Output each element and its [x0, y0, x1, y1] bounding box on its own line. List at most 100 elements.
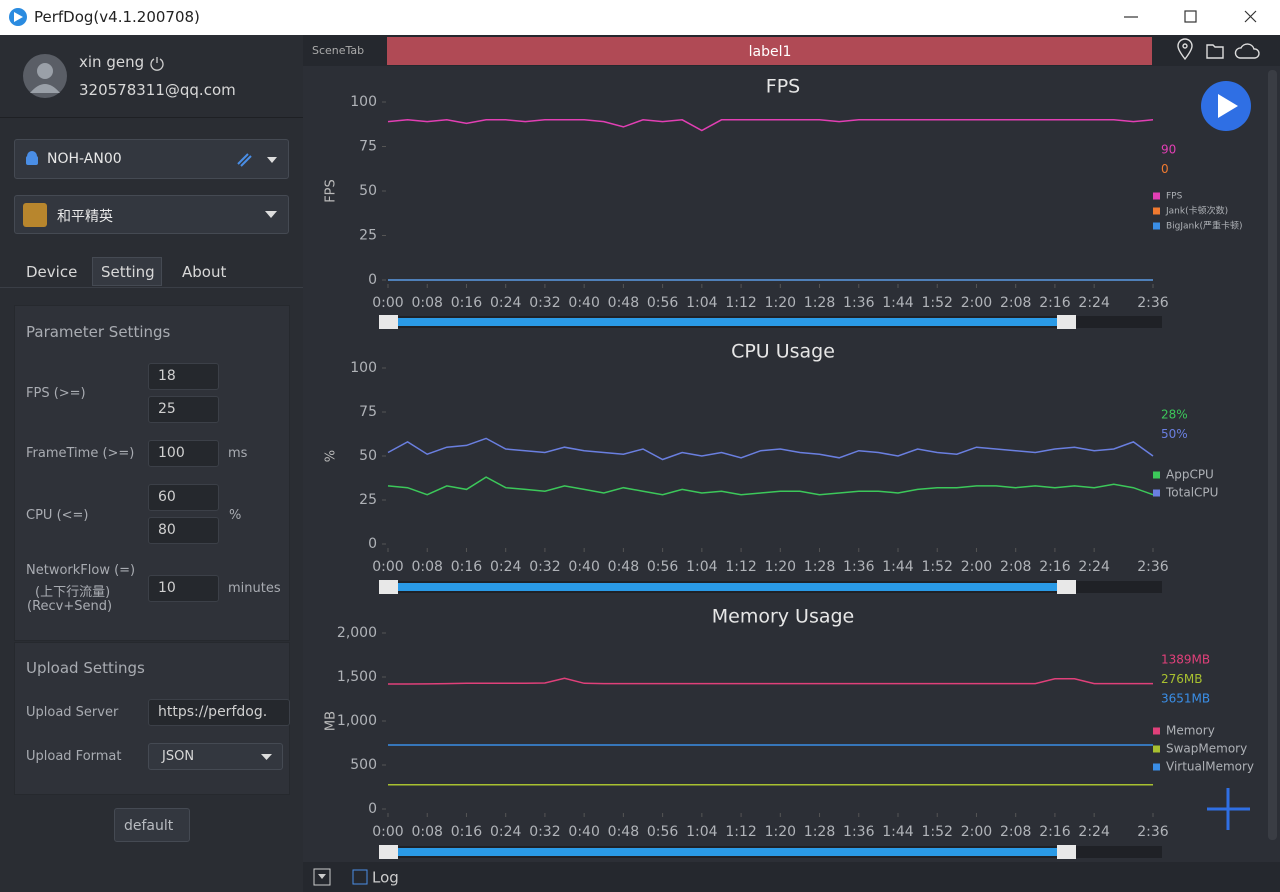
chart-title: FPS [766, 76, 800, 98]
x-tick-label: 1:12 [725, 824, 756, 840]
window-title: PerfDog(v4.1.200708) [34, 8, 200, 26]
device-select[interactable]: NOH-AN00 [14, 139, 289, 179]
input[interactable]: 18 [148, 363, 219, 390]
tab-active[interactable]: Setting [92, 257, 162, 286]
x-tick-label: 0:24 [490, 559, 522, 575]
input[interactable]: 10 [148, 575, 219, 602]
current-value: 28% [1161, 408, 1188, 422]
range-slider-handle[interactable] [379, 315, 398, 329]
y-tick-label: 2,000 [337, 625, 377, 641]
x-tick-label: 1:52 [922, 824, 953, 840]
x-tick-label: 0:56 [647, 295, 679, 311]
tab[interactable]: About [182, 263, 227, 281]
scene-tab[interactable]: SceneTab [312, 44, 364, 57]
field-label: (上下行流量) [35, 585, 111, 600]
range-slider-handle[interactable] [1057, 580, 1076, 594]
legend-swatch [1153, 192, 1160, 200]
default-button[interactable]: default [114, 808, 190, 842]
log-label: Log [372, 869, 399, 887]
x-tick-label: 0:48 [608, 824, 639, 840]
format-select[interactable]: JSON [148, 743, 283, 770]
legend-label: BigJank(严重卡顿) [1166, 220, 1243, 232]
series-line [387, 437, 1154, 461]
x-tick-label: 0:32 [529, 824, 560, 840]
input[interactable]: https://perfdog. [148, 699, 290, 726]
scrollbar[interactable] [1268, 70, 1277, 840]
x-tick-label: 2:16 [1039, 295, 1071, 311]
legend-swatch [1153, 222, 1160, 230]
x-tick-label: 0:56 [647, 824, 679, 840]
legend-label: VirtualMemory [1166, 760, 1254, 774]
tab-label: Setting [101, 263, 155, 281]
x-tick-label: 0:16 [451, 295, 483, 311]
log-checkbox[interactable] [352, 869, 368, 885]
range-slider-handle[interactable] [1057, 845, 1076, 859]
x-tick-label: 0:40 [568, 824, 599, 840]
x-tick-label: 1:44 [882, 295, 914, 311]
upload-panel: Upload Settings Upload Server https://pe… [14, 642, 290, 795]
legend-swatch [1153, 745, 1160, 753]
unit: minutes [228, 581, 281, 596]
x-tick-label: 0:48 [608, 559, 639, 575]
y-tick-label: 100 [350, 94, 377, 110]
x-tick-label: 1:12 [725, 559, 756, 575]
x-tick-label: 1:20 [765, 824, 796, 840]
select-value: JSON [162, 749, 195, 764]
y-tick-label: 1,500 [337, 669, 377, 685]
y-tick-label: 100 [350, 360, 377, 376]
range-slider-handle[interactable] [379, 580, 398, 594]
x-tick-label: 0:00 [372, 824, 403, 840]
app-name: 和平精英 [57, 209, 113, 225]
x-tick-label: 1:28 [804, 295, 835, 311]
legend-swatch [1153, 471, 1160, 479]
expand-button[interactable] [313, 868, 331, 886]
legend-swatch [1153, 489, 1160, 497]
section-title: Upload Settings [26, 659, 145, 677]
power-icon[interactable] [149, 55, 165, 71]
x-tick-label: 1:36 [843, 559, 875, 575]
range-slider-handle[interactable] [1057, 315, 1076, 329]
field-label: Upload Format [26, 749, 122, 764]
x-tick-label: 2:08 [1000, 295, 1031, 311]
legend-label: Memory [1166, 724, 1215, 738]
y-tick-label: 1,000 [337, 713, 377, 729]
add-button[interactable] [1207, 788, 1250, 830]
current-value: 276MB [1161, 672, 1203, 686]
x-tick-label: 0:08 [412, 824, 443, 840]
x-tick-label: 0:00 [372, 559, 403, 575]
tab[interactable]: Device [26, 263, 78, 281]
input[interactable]: 25 [148, 396, 219, 423]
current-value: 50% [1161, 427, 1188, 441]
title-bar: PerfDog(v4.1.200708) [0, 0, 1280, 35]
y-tick-label: 25 [359, 228, 377, 244]
x-tick-label: 0:32 [529, 295, 560, 311]
y-tick-label: 0 [368, 536, 377, 552]
scene-label-bar[interactable] [387, 37, 1152, 65]
dropdown-caret [265, 211, 277, 218]
x-tick-label: 0:56 [647, 559, 679, 575]
series-line [388, 677, 1153, 685]
legend-label: AppCPU [1166, 468, 1214, 482]
x-tick-label: 1:28 [804, 824, 835, 840]
separator [0, 117, 303, 118]
y-axis-label: % [324, 450, 339, 462]
range-slider-handle[interactable] [379, 845, 398, 859]
input[interactable]: 80 [148, 517, 219, 544]
input[interactable]: 60 [148, 484, 219, 511]
y-tick-label: 25 [359, 492, 377, 508]
x-tick-label: 2:36 [1137, 295, 1169, 311]
field-label: FrameTime (>=) [26, 446, 135, 461]
toolbar-icons[interactable] [1177, 38, 1260, 61]
x-tick-label: 0:16 [451, 824, 483, 840]
play-icon [1218, 94, 1238, 118]
input[interactable]: 100 [148, 440, 219, 467]
avatar[interactable] [22, 53, 68, 99]
x-tick-label: 1:52 [922, 295, 953, 311]
window-controls[interactable] [1110, 0, 1280, 35]
app-select[interactable]: 和平精英 [14, 195, 289, 234]
device-controls [237, 153, 277, 167]
x-tick-label: 1:04 [686, 559, 718, 575]
legend-label: SwapMemory [1166, 742, 1247, 756]
x-tick-label: 2:24 [1078, 295, 1110, 311]
app-icon [9, 8, 27, 26]
